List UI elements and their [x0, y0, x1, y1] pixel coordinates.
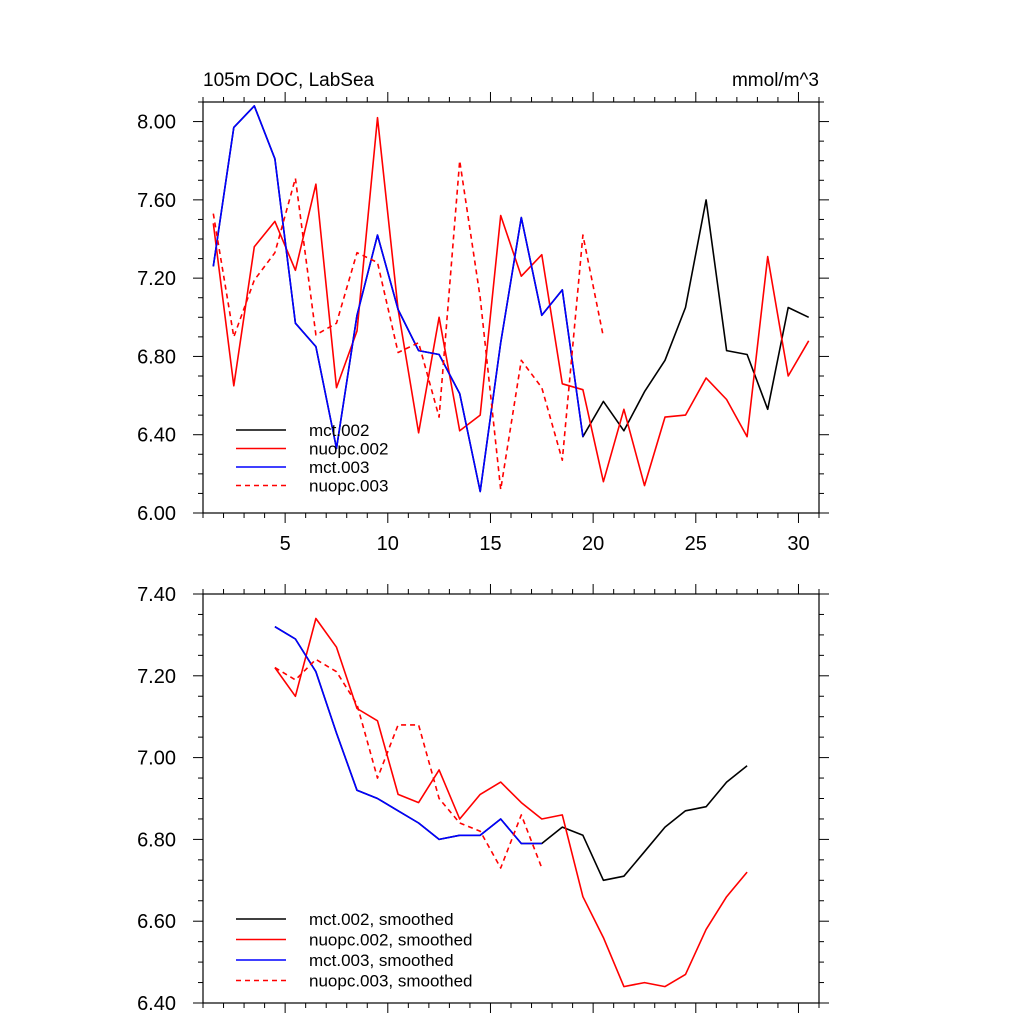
top-panel: 5 10 15 20 25 30 6.00 6.40 6.80 7.20 7.60 8.00 105m … — [137, 70, 829, 555]
x-tick-label: 20 — [582, 533, 604, 555]
series-line-nuopc-003-smoothed — [274, 658, 543, 869]
legend-label: nuopc.002, smoothed — [309, 931, 473, 950]
y-tick-label: 6.40 — [137, 425, 176, 447]
x-tick-label: 30 — [787, 533, 809, 555]
series-line-nuopc-003 — [212, 159, 605, 491]
y-tick-label: 6.80 — [137, 829, 176, 851]
y-tick-label: 6.00 — [137, 503, 176, 525]
y-tick-label: 7.00 — [137, 748, 176, 770]
x-tick-label: 15 — [479, 533, 501, 555]
series-line-mct-003 — [212, 105, 584, 493]
legend-label: mct.003, smoothed — [309, 951, 454, 970]
y-tick-label: 6.40 — [137, 993, 176, 1015]
y-tick-label: 7.20 — [137, 666, 176, 688]
y-tick-label: 6.60 — [137, 911, 176, 933]
x-tick-label: 5 — [280, 533, 291, 555]
legend-label: mct.002, smoothed — [309, 910, 454, 929]
y-tick-label: 8.00 — [137, 112, 176, 134]
bottom-panel: 6.40 6.60 6.80 7.00 7.20 7.40 mct.002, smoothe… — [137, 584, 829, 1015]
units-label: mmol/m^3 — [732, 70, 819, 91]
legend-label: nuopc.002 — [309, 440, 388, 459]
y-tick-label: 6.80 — [137, 346, 176, 368]
chart-title: 105m DOC, LabSea — [203, 70, 375, 91]
series-line-nuopc-002 — [212, 116, 810, 487]
series-line-mct-003-smoothed — [274, 626, 542, 845]
legend-label: nuopc.003 — [309, 477, 388, 496]
y-tick-label: 7.60 — [137, 190, 176, 212]
legend-label: mct.002 — [309, 421, 369, 440]
x-tick-label: 25 — [685, 533, 707, 555]
y-tick-label: 7.20 — [137, 268, 176, 290]
legend-label: mct.003 — [309, 458, 369, 477]
x-tick-label: 10 — [377, 533, 399, 555]
y-tick-label: 7.40 — [137, 584, 176, 606]
legend-label: nuopc.003, smoothed — [309, 972, 473, 991]
